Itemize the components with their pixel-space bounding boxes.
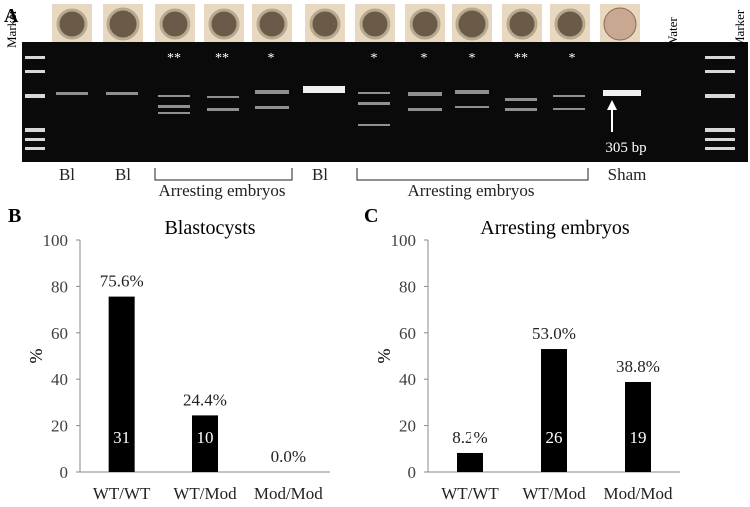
y-tick-label: 100 [391, 231, 417, 250]
y-axis-label: % [26, 349, 46, 364]
x-tick-label: Mod/Mod [254, 484, 323, 503]
count-label: 10 [197, 428, 214, 447]
bar [625, 381, 651, 472]
panel-label: A [4, 5, 19, 27]
y-tick-label: 0 [60, 463, 69, 482]
value-label: 38.8% [616, 357, 660, 376]
star: ** [514, 51, 528, 66]
y-tick-label: 80 [399, 277, 416, 296]
panel-label: B [8, 205, 21, 227]
y-tick-label: 40 [51, 370, 68, 389]
y-tick-label: 80 [51, 277, 68, 296]
y-axis-label: % [374, 349, 394, 364]
value-label: 75.6% [100, 272, 144, 291]
bar [457, 452, 483, 472]
value-label: 8.2% [452, 428, 487, 447]
x-tick-label: WT/Mod [522, 484, 586, 503]
bracket [154, 168, 293, 181]
y-tick-label: 20 [399, 417, 416, 436]
chart-title: Arresting embryos [480, 217, 630, 239]
x-tick-label: WT/WT [93, 484, 151, 503]
star: * [469, 51, 476, 66]
y-tick-label: 60 [51, 324, 68, 343]
y-tick-label: 100 [43, 231, 69, 250]
bar [108, 296, 135, 472]
marker-label: Marker [4, 9, 19, 48]
value-label: 53.0% [532, 324, 576, 343]
lane-label: Arresting embryos [407, 181, 534, 200]
lane-label: Bl [59, 165, 75, 184]
lane-label: Arresting embryos [158, 181, 285, 200]
stars: ** ** * * * * ** * [167, 51, 576, 66]
star: * [421, 51, 428, 66]
value-label: 0.0% [271, 447, 306, 466]
x-tick-label: Mod/Mod [604, 484, 673, 503]
star: * [268, 51, 275, 66]
count-label: 26 [546, 428, 563, 447]
count-label: 19 [630, 428, 647, 447]
star: ** [167, 51, 181, 66]
bar [541, 349, 567, 472]
lane-label: Bl [312, 165, 328, 184]
y-tick-label: 20 [51, 417, 68, 436]
x-tick-label: WT/WT [441, 484, 499, 503]
star: * [569, 51, 576, 66]
lane-label: Bl [115, 165, 131, 184]
y-tick-label: 0 [408, 463, 417, 482]
bracket [356, 168, 589, 181]
lane-label: Sham [608, 165, 647, 184]
value-label: 24.4% [183, 390, 227, 409]
panel-label: C [364, 205, 378, 227]
size-label: 305 bp [605, 140, 646, 156]
bar [192, 415, 218, 472]
y-tick-label: 40 [399, 370, 416, 389]
chart-title: Blastocysts [164, 217, 255, 239]
water-label: Water [665, 17, 680, 48]
count-label: 31 [113, 428, 130, 447]
y-tick-label: 60 [399, 324, 416, 343]
arrow-head [607, 100, 617, 110]
count-label: 4 [466, 428, 475, 447]
embryo-images [52, 4, 640, 44]
gel-bands [25, 56, 735, 150]
star: * [371, 51, 378, 66]
x-tick-label: WT/Mod [173, 484, 237, 503]
marker-label: Marker [732, 9, 747, 48]
star: ** [215, 51, 229, 66]
